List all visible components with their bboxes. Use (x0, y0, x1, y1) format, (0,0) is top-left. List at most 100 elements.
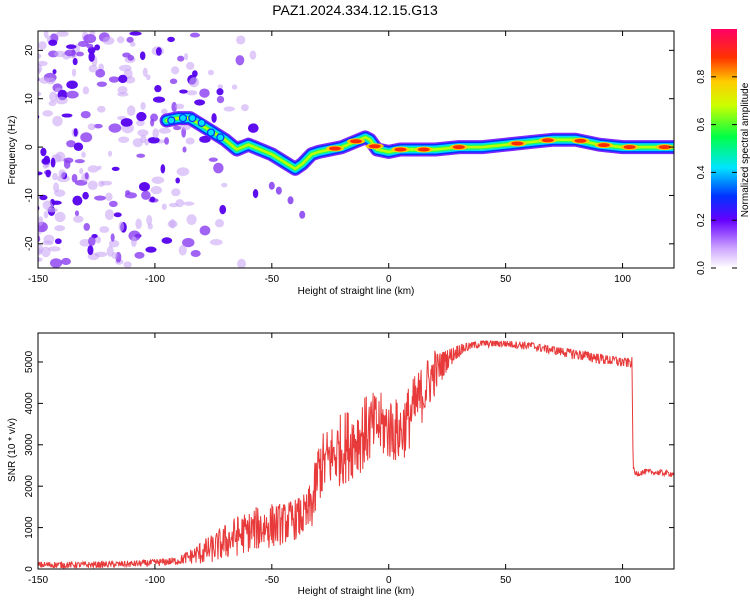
noise-speck (118, 74, 128, 84)
noise-speck (64, 49, 77, 57)
noise-speck (137, 129, 149, 137)
noise-speck (99, 226, 110, 233)
noise-speck (136, 119, 145, 127)
noise-speck (82, 191, 89, 200)
noise-speck (87, 123, 96, 131)
noise-speck (46, 207, 59, 213)
noise-speck (24, 154, 35, 158)
noise-speck (217, 84, 224, 89)
noise-speck (118, 136, 130, 143)
y-tick-label: 4000 (24, 392, 35, 415)
noise-speck (51, 200, 62, 205)
ridge-hotspot (394, 147, 407, 152)
noise-speck (171, 101, 177, 113)
noise-speck (39, 77, 50, 84)
noise-speck (146, 214, 153, 226)
x-tick-label: -150 (28, 274, 48, 285)
noise-speck (164, 137, 170, 145)
x-tick-label: -50 (265, 274, 280, 285)
noise-speck (138, 181, 150, 192)
noise-speck (194, 99, 206, 106)
colorbar-ticks: 0.0 0.2 0.4 0.6 0.8 (696, 69, 737, 275)
noise-speck (48, 100, 57, 107)
ridge-blob (216, 133, 225, 142)
noise-speck (127, 54, 135, 61)
noise-speck (54, 225, 66, 232)
colorbar-label: Normalized spectral amplitude (740, 82, 750, 217)
noise-speck (45, 169, 51, 178)
noise-speck (124, 76, 136, 84)
ridge-blob (197, 118, 206, 127)
noise-speck (176, 167, 190, 176)
noise-speck (186, 214, 197, 225)
noise-speck (186, 61, 195, 70)
spectrogram-x-ticks: -150 -100 -50 0 50 100 (28, 31, 631, 285)
noise-speck (82, 86, 90, 95)
noise-speck (105, 192, 113, 202)
noise-speck (24, 173, 31, 180)
noise-speck (129, 31, 142, 36)
noise-speck (108, 150, 113, 157)
noise-speck (216, 88, 224, 96)
noise-speck (97, 165, 102, 170)
noise-speck (74, 210, 80, 217)
noise-speck (93, 123, 103, 129)
noise-speck (38, 247, 42, 256)
y-tick-label: 0 (24, 566, 35, 572)
y-tick-label: 0 (24, 144, 35, 150)
noise-speck (171, 188, 181, 197)
ridge-hotspot (574, 138, 587, 143)
noise-speck (49, 91, 58, 102)
noise-speck (236, 35, 246, 45)
colorbar-tick-label: 0.2 (696, 213, 707, 227)
colorbar-tick-label: 0.6 (696, 117, 707, 131)
noise-speck (249, 50, 257, 60)
snr-x-ticks: -150 -100 -50 0 50 100 (28, 333, 631, 586)
ridge-hotspot (658, 145, 671, 150)
noise-speck (113, 212, 122, 218)
noise-speck (129, 41, 136, 47)
noise-speck (48, 39, 58, 46)
noise-speck (213, 162, 224, 174)
ridge-hotspot (328, 146, 341, 151)
spectral-ridge (159, 111, 674, 176)
noise-speck (43, 210, 49, 219)
noise-speck (55, 151, 66, 162)
noise-speck (50, 157, 56, 168)
noise-speck (72, 195, 83, 206)
noise-speck (77, 40, 89, 47)
noise-speck (73, 142, 84, 152)
noise-speck (42, 200, 54, 211)
noise-speck (183, 201, 195, 206)
y-tick-label: 2000 (24, 475, 35, 498)
noise-speck (88, 236, 96, 246)
outlier-speck (299, 210, 306, 219)
noise-speck (117, 92, 129, 97)
noise-speck (43, 31, 49, 39)
noise-speck (54, 50, 66, 58)
noise-speck (87, 245, 94, 256)
noise-speck (38, 60, 48, 67)
noise-speck (88, 64, 98, 73)
noise-speck (66, 140, 76, 148)
noise-speck (32, 161, 36, 169)
noise-speck (158, 127, 172, 134)
x-tick-label: -50 (265, 575, 280, 586)
noise-speck (127, 105, 136, 117)
colorbar-tick-label: 0.4 (696, 165, 707, 179)
noise-speck (61, 113, 73, 118)
x-tick-label: -100 (145, 575, 165, 586)
chart-title: PAZ1.2024.334.12.15.G13 (272, 2, 438, 18)
noise-speck (54, 238, 62, 245)
noise-speck (96, 81, 108, 87)
x-tick-label: 100 (614, 274, 631, 285)
colorbar-tick-label: 0.0 (696, 261, 707, 275)
noise-speck (100, 180, 113, 186)
noise-speck (81, 151, 86, 158)
x-tick-label: -150 (28, 575, 48, 586)
noise-speck (182, 237, 195, 248)
ridge-hotspot (350, 139, 362, 144)
noise-speck (24, 221, 31, 230)
noise-speck (41, 158, 50, 165)
noise-speck (96, 105, 106, 113)
